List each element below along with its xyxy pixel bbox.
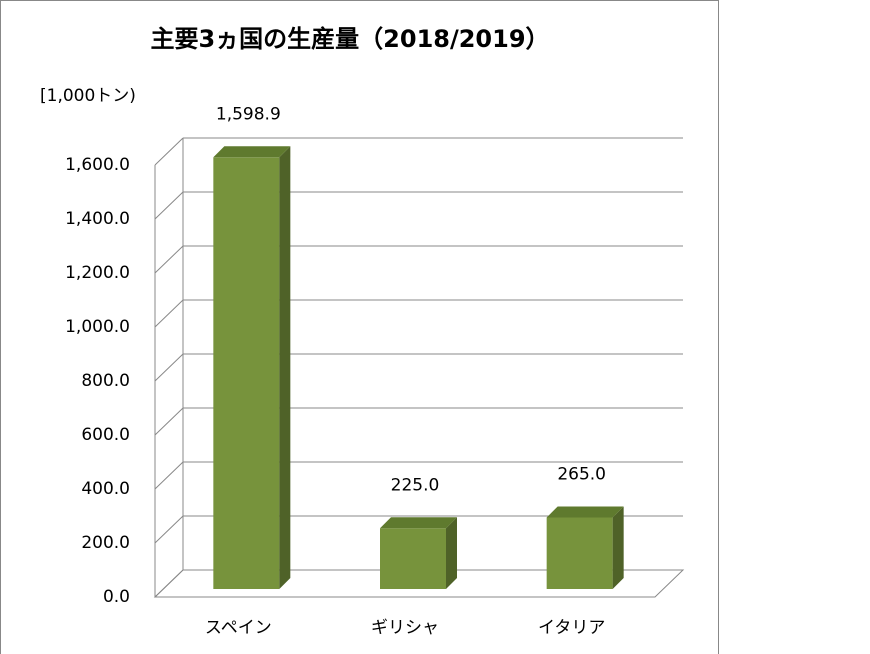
grid-line-side <box>154 515 184 544</box>
y-tick-label: 1,200.0 <box>65 263 130 283</box>
bar-side <box>446 517 457 589</box>
y-tick-label: 1,400.0 <box>65 209 130 229</box>
x-tick-label: スペイン <box>205 618 272 638</box>
grid-line-side <box>154 353 184 382</box>
bar <box>546 506 624 589</box>
y-tick-label: 1,600.0 <box>65 155 130 175</box>
grid-line-side <box>154 299 184 328</box>
grid-line-side <box>154 245 184 274</box>
bar <box>380 517 457 589</box>
grid-line-side <box>154 191 184 220</box>
grid-line-side <box>154 137 184 166</box>
bar <box>213 146 291 589</box>
x-tick-label: イタリア <box>538 618 605 638</box>
y-axis-label: [1,000トン) <box>40 86 136 106</box>
bar-top <box>546 506 624 518</box>
bar-top <box>213 146 291 158</box>
bar-top <box>380 517 457 529</box>
y-tick-label: 200.0 <box>81 533 130 553</box>
y-tick-label: 400.0 <box>81 479 130 499</box>
value-label: 265.0 <box>557 464 606 484</box>
bar-front <box>380 528 446 589</box>
bar-side <box>279 146 291 589</box>
chart-title: 主要3ヵ国の生産量（2018/2019） <box>150 25 549 53</box>
bar-side <box>612 506 624 589</box>
value-label: 225.0 <box>391 475 440 495</box>
x-tick-label: ギリシャ <box>371 618 439 638</box>
bar-front <box>213 157 280 589</box>
grid-line-side <box>154 461 184 490</box>
y-tick-label: 800.0 <box>81 371 130 391</box>
y-tick-label: 600.0 <box>81 425 130 445</box>
grid-line-side <box>154 569 184 598</box>
y-tick-label: 1,000.0 <box>65 317 130 337</box>
bar-front <box>546 517 613 589</box>
value-label: 1,598.9 <box>216 104 281 124</box>
grid-line-side <box>154 407 184 436</box>
y-tick-label: 0.0 <box>103 587 130 607</box>
